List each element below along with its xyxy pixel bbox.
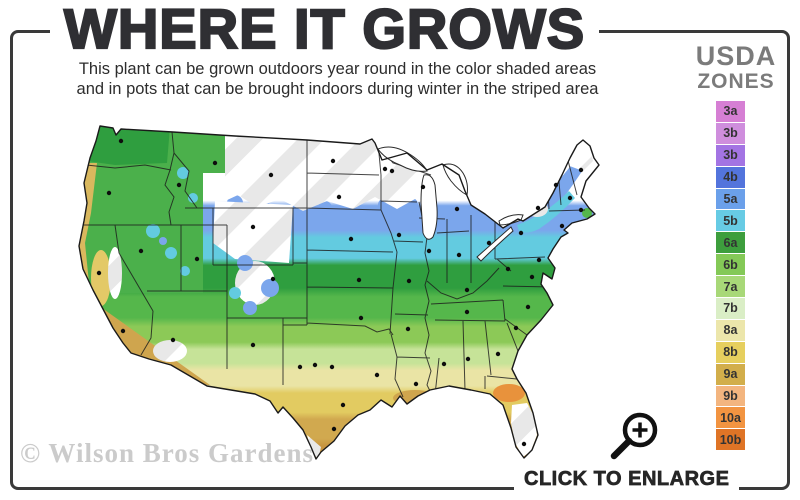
zone-swatch-10a: 10a: [716, 407, 745, 429]
zone-swatch-8a: 8a: [716, 319, 745, 341]
zone-swatch-8b: 8b: [716, 341, 745, 363]
legend-heading-zones: ZONES: [697, 70, 775, 93]
city-dot: [340, 402, 346, 408]
city-dot: [426, 248, 432, 254]
city-dot: [212, 160, 218, 166]
city-dot: [138, 248, 144, 254]
zone-swatch-3b: 3b: [716, 144, 745, 166]
city-dot: [396, 232, 402, 238]
city-dot: [96, 270, 102, 276]
city-dot: [578, 207, 584, 213]
city-dot: [194, 256, 200, 262]
subtitle-line-2: and in pots that can be brought indoors …: [76, 80, 599, 98]
zone-swatch-5b: 5b: [716, 210, 745, 232]
city-dot: [567, 195, 573, 201]
city-dot: [270, 276, 276, 282]
zone-swatch-10b: 10b: [716, 429, 745, 451]
city-dot: [529, 274, 535, 280]
city-dot: [358, 315, 364, 321]
subtitle-line-1: This plant can be grown outdoors year ro…: [78, 60, 597, 78]
zone-list: 3a 3b 3b 4b 5a 5b 6a 6b 7a 7b 8a 8b 9a 9b 10a 10b: [716, 101, 745, 451]
city-dot: [120, 328, 126, 334]
city-dot: [420, 184, 426, 190]
city-dot: [465, 356, 471, 362]
city-dot: [456, 252, 462, 258]
city-dot: [389, 168, 395, 174]
subtitle: This plant can be grown outdoors year ro…: [30, 59, 645, 99]
usda-zones-legend-heading: USDA ZONES: [680, 42, 792, 93]
city-dot: [170, 337, 176, 343]
page-border-frame: [10, 30, 790, 490]
zone-swatch-3a: 3a: [716, 101, 745, 122]
city-dot: [553, 182, 559, 188]
watermark: © Wilson Bros Gardens: [20, 438, 314, 468]
city-dot: [331, 426, 337, 432]
zone-swatch-3b: 3b: [716, 122, 745, 144]
usda-zones-map[interactable]: [75, 113, 615, 463]
city-dot: [495, 351, 501, 357]
zone-swatch-6b: 6b: [716, 254, 745, 276]
city-dot: [329, 364, 335, 370]
city-dot: [374, 372, 380, 378]
city-dot: [106, 190, 112, 196]
zone-swatch-5a: 5a: [716, 188, 745, 210]
city-dots: [96, 138, 584, 447]
city-dot: [559, 223, 565, 229]
city-dot: [176, 182, 182, 188]
zone-swatch-4b: 4b: [716, 166, 745, 188]
city-dot: [536, 257, 542, 263]
city-dot: [454, 206, 460, 212]
zone-swatch-7a: 7a: [716, 276, 745, 298]
city-dot: [505, 266, 511, 272]
city-dot: [406, 278, 412, 284]
city-dot: [513, 325, 519, 331]
city-dot: [382, 166, 388, 172]
city-dot: [356, 277, 362, 283]
lake-erie: [476, 226, 514, 262]
city-dot: [464, 287, 470, 293]
city-dot: [486, 240, 492, 246]
lake-superior: [377, 146, 428, 172]
great-lakes: [377, 146, 524, 262]
city-dot: [118, 138, 124, 144]
legend-heading-usda: USDA: [695, 41, 777, 71]
city-dot: [535, 205, 541, 211]
city-dot: [312, 362, 318, 368]
page-title: WHERE IT GROWS: [50, 0, 600, 58]
city-dot: [297, 364, 303, 370]
zone-swatch-9a: 9a: [716, 363, 745, 385]
city-dot: [525, 304, 531, 310]
city-dot: [441, 361, 447, 367]
city-dot: [336, 194, 342, 200]
click-to-enlarge-button[interactable]: CLICK TO ENLARGE: [514, 467, 740, 491]
city-dot: [268, 172, 274, 178]
city-dot: [250, 224, 256, 230]
lake-michigan: [420, 174, 438, 240]
city-dot: [578, 167, 584, 173]
us-outline: [78, 125, 600, 460]
city-dot: [413, 381, 419, 387]
city-dot: [521, 441, 527, 447]
city-dot: [348, 236, 354, 242]
city-dot: [330, 158, 336, 164]
city-dot: [405, 326, 411, 332]
city-dot: [250, 342, 256, 348]
city-dot: [518, 230, 524, 236]
zone-swatch-7b: 7b: [716, 298, 745, 319]
zone-swatch-9b: 9b: [716, 385, 745, 407]
magnifier-plus-icon[interactable]: [604, 406, 664, 468]
zone-swatch-6a: 6a: [716, 232, 745, 254]
city-dot: [464, 309, 470, 315]
